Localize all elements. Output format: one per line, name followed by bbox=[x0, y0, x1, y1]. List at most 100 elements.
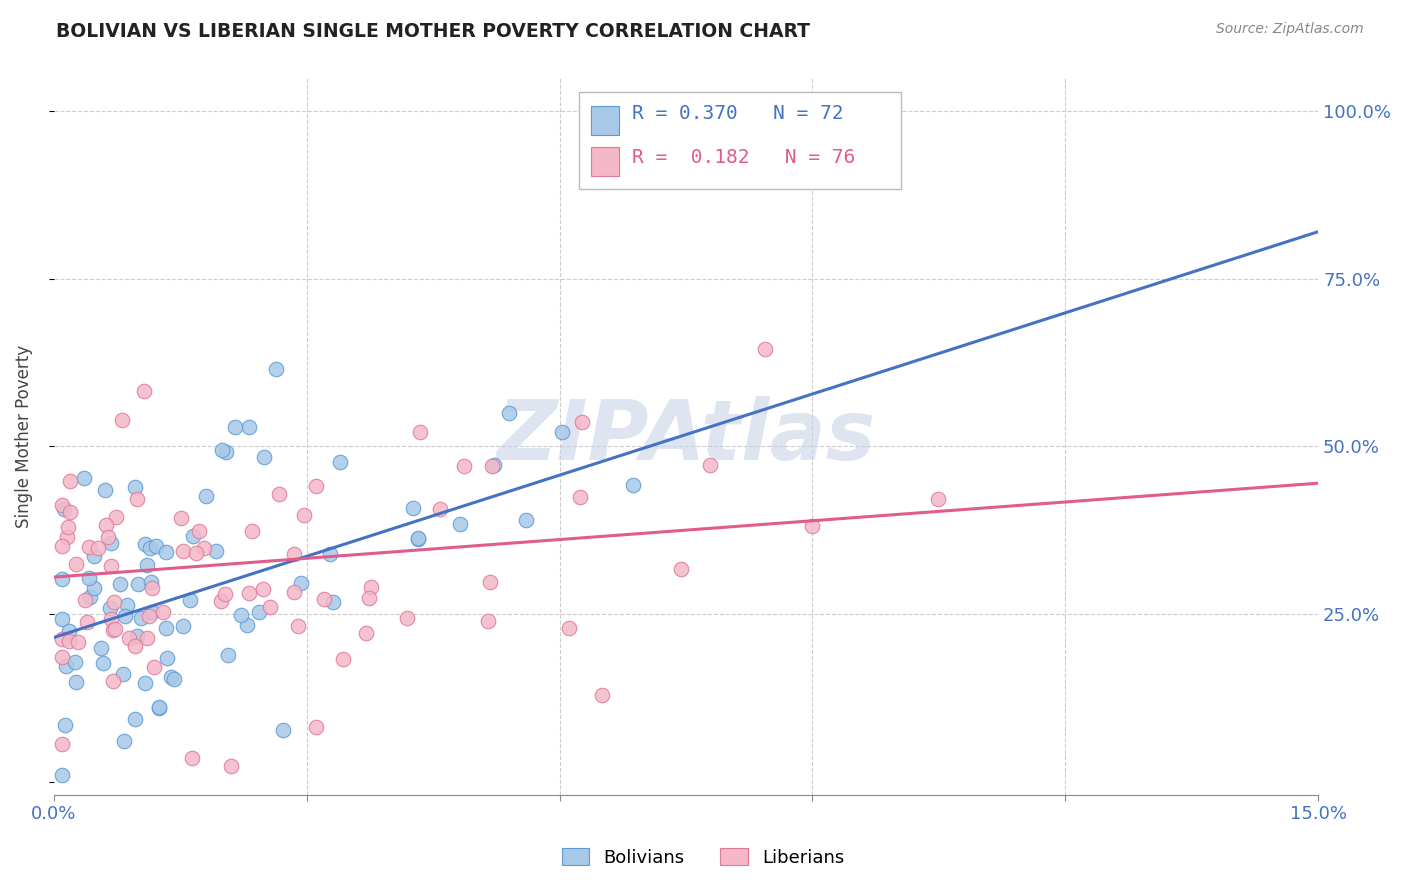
Point bbox=[148, 699, 170, 714]
Point bbox=[155, 620, 177, 634]
Point bbox=[51, 737, 73, 751]
Point bbox=[115, 598, 138, 612]
Point bbox=[79, 590, 101, 604]
Point bbox=[253, 450, 276, 464]
Point bbox=[127, 629, 149, 643]
Point bbox=[100, 612, 122, 626]
Point bbox=[569, 491, 592, 505]
Point bbox=[172, 544, 194, 558]
Point bbox=[429, 502, 451, 516]
Point bbox=[184, 546, 207, 560]
Point bbox=[152, 605, 174, 619]
Point bbox=[124, 712, 146, 726]
Point bbox=[515, 513, 537, 527]
Point bbox=[247, 605, 270, 619]
Y-axis label: Single Mother Poverty: Single Mother Poverty bbox=[15, 344, 32, 528]
Point bbox=[235, 618, 257, 632]
Point bbox=[76, 615, 98, 630]
Point bbox=[800, 518, 823, 533]
Point bbox=[238, 586, 260, 600]
Point bbox=[214, 587, 236, 601]
Point bbox=[108, 576, 131, 591]
Point bbox=[103, 595, 125, 609]
Point bbox=[87, 541, 110, 556]
Point bbox=[139, 574, 162, 589]
Point bbox=[231, 607, 253, 622]
Point bbox=[65, 558, 87, 572]
Point bbox=[114, 608, 136, 623]
Point bbox=[75, 593, 97, 607]
Point bbox=[170, 511, 193, 525]
Point bbox=[193, 541, 215, 555]
Point bbox=[621, 478, 644, 492]
Point bbox=[138, 541, 160, 556]
Point bbox=[238, 419, 260, 434]
Point bbox=[143, 660, 166, 674]
Point bbox=[287, 619, 309, 633]
Point bbox=[319, 547, 342, 561]
Point bbox=[132, 384, 155, 399]
Point bbox=[283, 548, 305, 562]
Point bbox=[179, 593, 201, 607]
FancyBboxPatch shape bbox=[591, 147, 619, 176]
Point bbox=[558, 620, 581, 634]
Point bbox=[148, 700, 170, 714]
Point bbox=[51, 768, 73, 782]
Point bbox=[51, 612, 73, 626]
Point bbox=[160, 670, 183, 684]
Point bbox=[145, 539, 167, 553]
Point bbox=[482, 458, 505, 472]
Legend: Bolivians, Liberians: Bolivians, Liberians bbox=[554, 841, 852, 874]
Point bbox=[699, 458, 721, 473]
Point bbox=[103, 674, 125, 689]
Point bbox=[136, 558, 159, 573]
Point bbox=[105, 509, 128, 524]
Point bbox=[209, 593, 232, 607]
Point bbox=[53, 718, 76, 732]
Text: R = 0.370   N = 72: R = 0.370 N = 72 bbox=[631, 103, 844, 123]
Point bbox=[259, 599, 281, 614]
Point bbox=[305, 479, 328, 493]
Point bbox=[211, 443, 233, 458]
Point bbox=[83, 582, 105, 596]
Point bbox=[94, 483, 117, 497]
Point bbox=[332, 652, 354, 666]
Text: BOLIVIAN VS LIBERIAN SINGLE MOTHER POVERTY CORRELATION CHART: BOLIVIAN VS LIBERIAN SINGLE MOTHER POVER… bbox=[56, 22, 810, 41]
Point bbox=[283, 585, 305, 599]
FancyBboxPatch shape bbox=[578, 92, 901, 189]
Point bbox=[481, 458, 503, 473]
Point bbox=[66, 635, 89, 649]
Point bbox=[172, 619, 194, 633]
Point bbox=[51, 572, 73, 586]
Point bbox=[51, 632, 73, 647]
Point bbox=[134, 537, 156, 551]
Point bbox=[124, 639, 146, 653]
Point bbox=[395, 611, 418, 625]
Point bbox=[571, 415, 593, 429]
Point bbox=[138, 609, 160, 624]
Point bbox=[51, 539, 73, 553]
Point bbox=[406, 531, 429, 545]
Point bbox=[215, 444, 238, 458]
Point bbox=[100, 558, 122, 573]
Point bbox=[312, 592, 335, 607]
Point bbox=[112, 733, 135, 747]
Point bbox=[163, 673, 186, 687]
Point bbox=[111, 667, 134, 681]
Point bbox=[125, 491, 148, 506]
Point bbox=[267, 486, 290, 500]
Point bbox=[59, 474, 82, 488]
Point bbox=[402, 501, 425, 516]
Point bbox=[51, 499, 73, 513]
Point bbox=[100, 536, 122, 550]
Point bbox=[205, 544, 228, 558]
Point bbox=[58, 624, 80, 638]
Point bbox=[671, 561, 693, 575]
Point bbox=[408, 532, 430, 546]
Point bbox=[927, 491, 949, 506]
Point bbox=[56, 520, 79, 534]
Point bbox=[409, 425, 432, 439]
Point bbox=[292, 508, 315, 522]
Point bbox=[181, 529, 204, 543]
Point bbox=[180, 750, 202, 764]
